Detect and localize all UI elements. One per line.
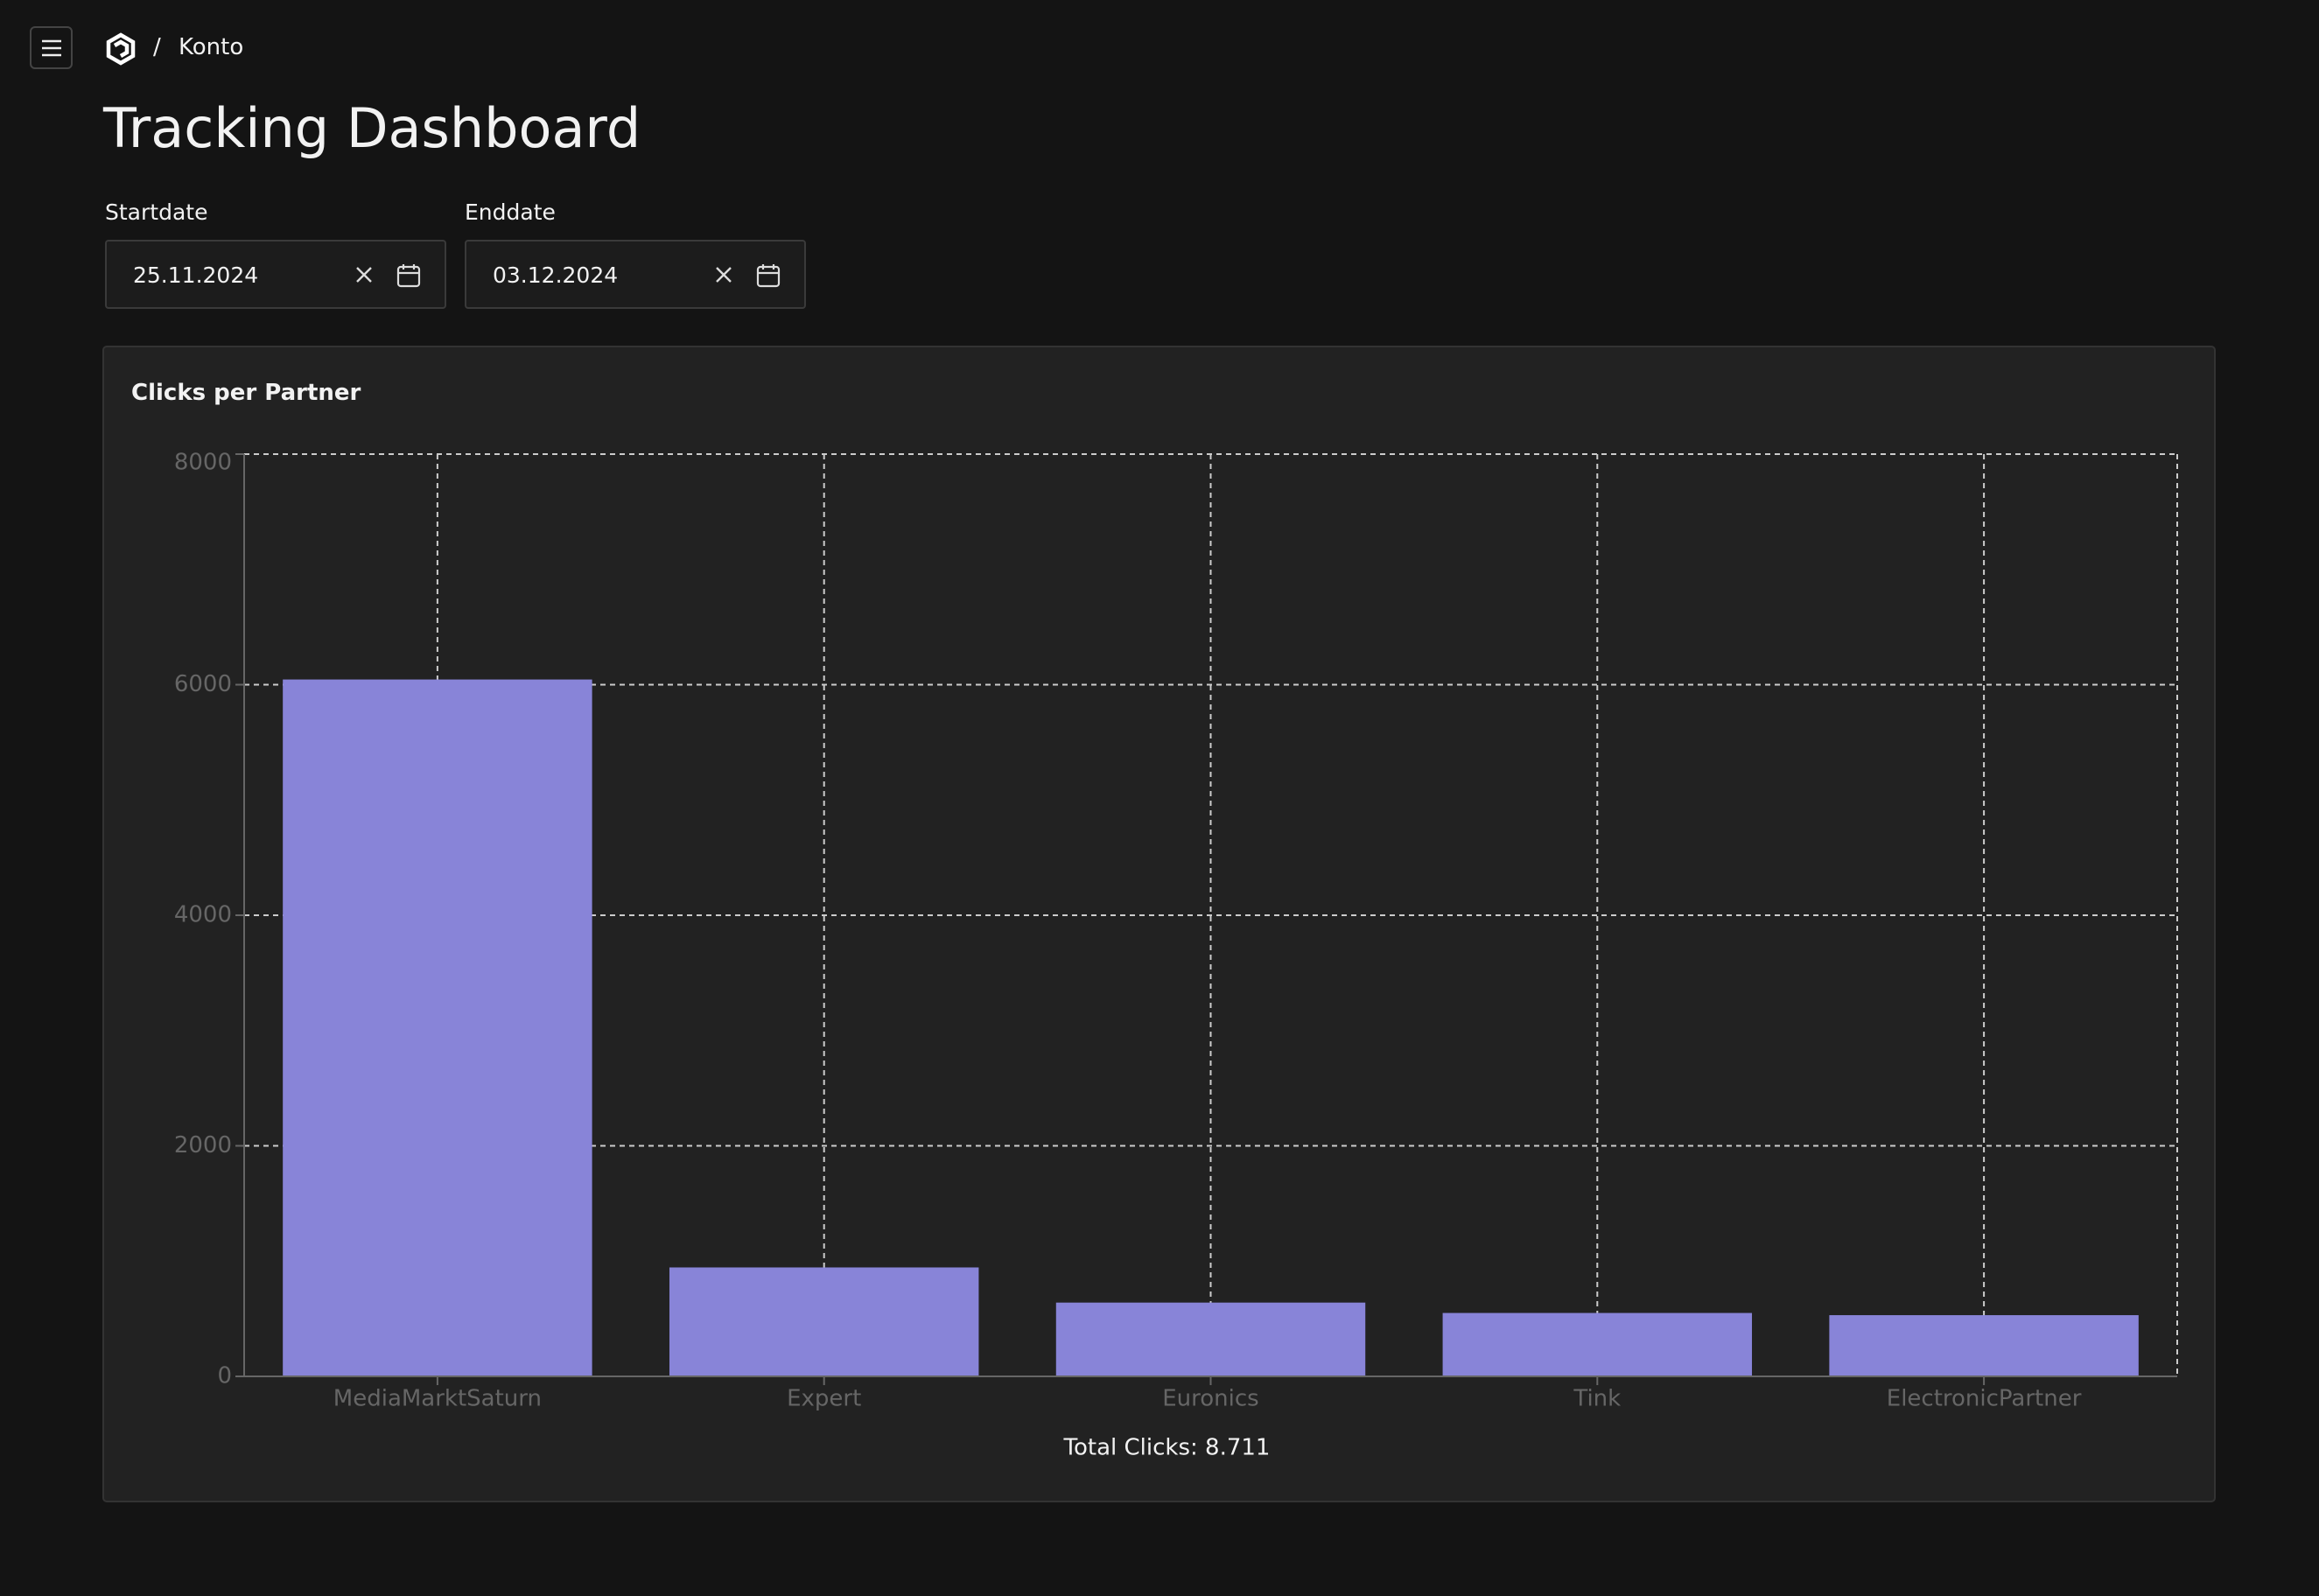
- y-tick-label: 2000: [174, 1132, 232, 1158]
- breadcrumb-separator: /: [153, 34, 161, 60]
- y-tick-label: 0: [217, 1363, 232, 1390]
- x-tick-label: Euronics: [1162, 1386, 1258, 1412]
- date-input[interactable]: 03.12.2024: [465, 240, 806, 309]
- calendar-button[interactable]: [755, 262, 781, 289]
- bar: [283, 679, 592, 1376]
- y-tick-label: 4000: [174, 902, 232, 928]
- chart-title: Clicks per Partner: [131, 380, 361, 406]
- x-tick-label: ElectronicPartner: [1887, 1386, 2082, 1412]
- date-value: 03.12.2024: [493, 262, 619, 288]
- page-title: Tracking Dashboard: [103, 96, 641, 160]
- bar: [669, 1267, 979, 1376]
- bar: [1829, 1315, 2139, 1376]
- date-input[interactable]: 25.11.2024: [105, 240, 446, 309]
- bar: [1442, 1312, 1753, 1376]
- clear-button[interactable]: [711, 262, 736, 287]
- calendar-button[interactable]: [396, 262, 422, 289]
- y-tick-label: 6000: [174, 671, 232, 697]
- clear-button[interactable]: [352, 262, 376, 287]
- breadcrumb[interactable]: Konto: [179, 34, 244, 60]
- x-tick-label: Tink: [1573, 1386, 1621, 1412]
- field-label: Enddate: [465, 200, 556, 225]
- bar: [1055, 1302, 1366, 1376]
- date-value: 25.11.2024: [133, 262, 259, 288]
- chart-footer: Total Clicks: 8.711: [1063, 1435, 1271, 1461]
- x-tick-label: MediaMarktSaturn: [333, 1386, 542, 1412]
- field-label: Startdate: [105, 200, 208, 225]
- menu-button[interactable]: [30, 26, 73, 69]
- menu-icon: [41, 39, 61, 56]
- logo[interactable]: [105, 32, 137, 66]
- y-tick-label: 8000: [174, 450, 232, 476]
- x-tick-label: Expert: [787, 1386, 861, 1412]
